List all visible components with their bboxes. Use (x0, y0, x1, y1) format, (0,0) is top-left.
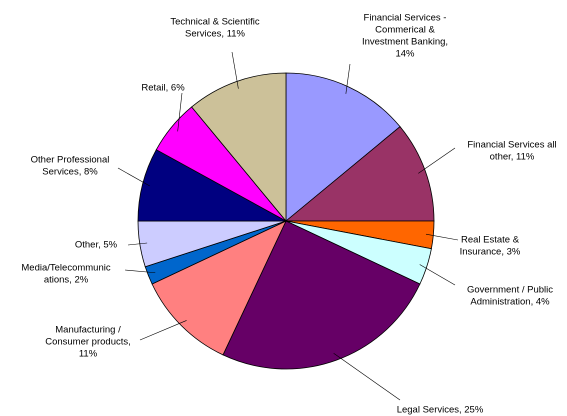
leader-line (419, 264, 456, 286)
slice-label: Government / Public (467, 285, 553, 296)
slice-label: Consumer products, (45, 337, 131, 348)
leader-line (139, 320, 187, 341)
leader-line (117, 167, 150, 187)
leader-line (177, 92, 183, 132)
slice-label: Insurance, 3% (460, 247, 521, 258)
pie-slice (151, 220, 287, 356)
slice-label: ations, 2% (44, 275, 89, 286)
slice-label: Services, 8% (42, 167, 98, 178)
pie-slice (222, 220, 421, 370)
slice-label: Administration, 4% (470, 297, 550, 308)
leader-line (127, 242, 148, 246)
slice-label: Real Estate & (461, 235, 520, 246)
slice-label: Other, 5% (75, 240, 118, 251)
slice-label: Manufacturing / (55, 325, 121, 336)
slice-label: Media/Telecommunic (21, 263, 110, 274)
slice-label: Technical & Scientific (170, 17, 259, 28)
slice-label: Financial Services all (467, 140, 556, 151)
slice-label: Legal Services, 25% (397, 405, 484, 416)
leader-line (231, 51, 239, 89)
slice-label: Commerical & (375, 25, 435, 36)
slice-label: Retail, 6% (141, 83, 185, 94)
pie-slice (285, 72, 401, 222)
slice-label: 11% (79, 349, 98, 360)
slice-label: other, 11% (490, 152, 535, 163)
slice-label: Investment Banking, (362, 37, 448, 48)
leader-line (425, 233, 459, 241)
leader-line (124, 269, 156, 274)
slice-label: 14% (395, 49, 415, 60)
slice-label: Other Professional (31, 155, 110, 166)
pie-slice (191, 72, 287, 223)
slice-label: Financial Services - (364, 13, 447, 24)
leader-line (333, 353, 401, 401)
leader-line (418, 147, 456, 174)
slice-label: Services, 11% (185, 29, 246, 40)
leader-line (345, 63, 351, 94)
pie-slice (284, 126, 435, 222)
